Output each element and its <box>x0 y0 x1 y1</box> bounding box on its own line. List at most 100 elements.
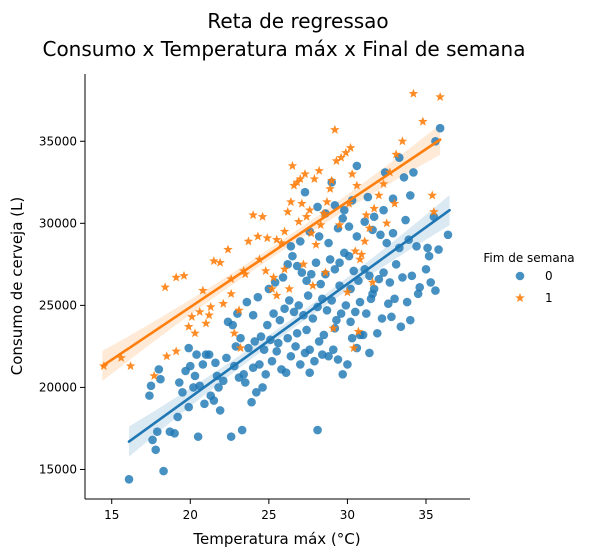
data-point-series-1 <box>295 174 306 184</box>
data-point-series-1 <box>378 178 389 188</box>
data-point-series-1 <box>350 246 361 256</box>
data-point-series-0 <box>305 345 315 354</box>
data-point-series-0 <box>253 292 263 302</box>
data-point-series-0 <box>398 273 407 282</box>
data-point-series-1 <box>341 147 351 157</box>
data-point-series-1 <box>198 285 208 295</box>
data-point-series-0 <box>385 278 395 287</box>
data-point-series-0 <box>387 312 396 322</box>
data-point-series-0 <box>431 286 440 295</box>
data-point-series-1 <box>359 236 370 246</box>
data-point-series-1 <box>201 318 211 328</box>
data-point-series-0 <box>286 351 296 361</box>
regression-lines <box>100 138 451 443</box>
data-point-series-0 <box>372 328 382 338</box>
data-point-series-1 <box>369 203 379 213</box>
data-point-series-0 <box>250 337 260 346</box>
data-point-series-0 <box>192 350 201 359</box>
data-point-series-0 <box>313 425 322 435</box>
data-point-series-1 <box>320 267 331 277</box>
data-point-series-1 <box>286 196 296 207</box>
data-point-series-0 <box>407 271 417 281</box>
data-point-series-1 <box>352 180 362 190</box>
data-point-series-1 <box>262 233 273 243</box>
data-point-series-0 <box>306 269 316 279</box>
y-tick-label: 15000 <box>39 462 77 476</box>
data-point-series-0 <box>335 258 344 268</box>
data-point-series-1 <box>179 270 189 280</box>
x-axis-label: Temperatura máx (°C) <box>192 530 360 548</box>
data-point-series-0 <box>209 396 219 405</box>
data-point-series-1 <box>356 249 367 259</box>
data-point-series-1 <box>194 306 205 316</box>
data-point-series-0 <box>388 228 398 238</box>
data-point-series-0 <box>338 214 348 223</box>
data-point-series-0 <box>262 320 272 330</box>
data-point-series-1 <box>254 254 265 264</box>
legend-label-0: 0 <box>545 269 553 283</box>
data-point-series-1 <box>427 190 438 200</box>
data-point-series-0 <box>324 238 333 248</box>
data-point-series-0 <box>434 245 443 254</box>
data-point-series-0 <box>328 345 338 354</box>
data-point-series-1 <box>205 302 216 312</box>
regression-line-1 <box>100 138 442 368</box>
data-point-series-1 <box>311 239 321 249</box>
data-point-series-1 <box>397 136 408 146</box>
data-point-series-0 <box>355 297 365 307</box>
data-point-series-1 <box>190 328 200 338</box>
data-point-series-1 <box>293 216 304 226</box>
data-point-series-1 <box>314 165 324 175</box>
data-point-series-1 <box>289 180 299 190</box>
data-point-series-0 <box>200 399 209 409</box>
data-point-series-1 <box>253 231 263 241</box>
data-point-series-1 <box>342 287 353 297</box>
data-point-series-1 <box>160 282 170 292</box>
data-point-series-0 <box>332 315 341 325</box>
data-point-series-1 <box>315 219 326 230</box>
data-point-series-1 <box>328 323 339 333</box>
data-point-series-0 <box>314 337 324 346</box>
data-point-series-1 <box>257 211 268 221</box>
data-point-series-0 <box>317 350 327 359</box>
data-point-series-0 <box>258 383 267 392</box>
data-point-series-1 <box>125 361 136 371</box>
data-point-series-0 <box>413 289 423 299</box>
data-point-series-0 <box>152 427 162 437</box>
data-point-series-0 <box>344 222 354 231</box>
data-point-series-1 <box>279 264 290 274</box>
data-point-series-0 <box>242 297 252 307</box>
data-point-series-1 <box>271 234 282 244</box>
data-point-series-0 <box>244 343 253 353</box>
data-point-series-0 <box>295 360 305 369</box>
data-point-series-0 <box>289 307 299 317</box>
data-point-series-0 <box>189 383 198 392</box>
data-point-series-1 <box>418 116 428 126</box>
data-point-series-1 <box>116 352 126 362</box>
data-point-series-1 <box>301 211 312 221</box>
data-point-series-1 <box>389 198 400 208</box>
data-point-series-0 <box>379 205 388 215</box>
data-point-series-1 <box>260 265 271 275</box>
data-point-series-1 <box>171 272 181 282</box>
data-point-series-0 <box>369 212 379 222</box>
data-point-series-0 <box>214 383 223 392</box>
data-point-series-1 <box>435 91 445 102</box>
data-point-series-1 <box>248 210 258 220</box>
data-point-series-1 <box>279 226 290 236</box>
data-point-series-0 <box>303 291 313 300</box>
data-point-series-1 <box>209 256 219 266</box>
data-point-series-0 <box>391 260 401 269</box>
data-point-series-1 <box>336 152 346 162</box>
data-point-series-0 <box>423 243 432 253</box>
data-point-series-0 <box>174 378 184 387</box>
data-point-series-0 <box>314 232 324 241</box>
data-point-series-0 <box>284 296 294 305</box>
data-point-series-1 <box>297 198 307 208</box>
data-point-series-0 <box>184 343 194 353</box>
y-tick-label: 35000 <box>39 134 77 148</box>
legend-label-1: 1 <box>545 291 553 305</box>
data-point-series-0 <box>302 276 311 286</box>
data-point-series-0 <box>193 432 203 441</box>
regression-line-0 <box>127 208 451 443</box>
